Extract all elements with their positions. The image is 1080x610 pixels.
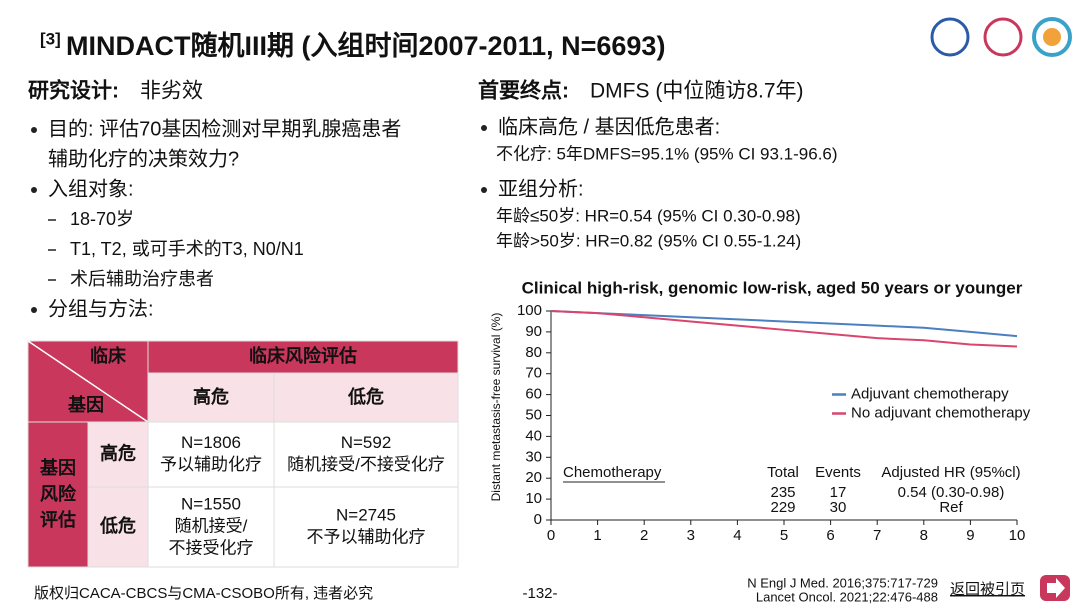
risk-header: Events bbox=[815, 464, 861, 481]
title-ref: [3] bbox=[40, 29, 61, 48]
table-cell-text: N=1550 bbox=[181, 494, 241, 513]
table-cell-text: N=2745 bbox=[336, 505, 396, 524]
col-header: 低危 bbox=[347, 386, 384, 407]
title: MINDACT随机III期 (入组时间2007-2011, N=6693) bbox=[66, 30, 665, 61]
risk-header: Total bbox=[767, 464, 799, 481]
y-tick-label: 70 bbox=[525, 365, 542, 382]
x-tick-label: 9 bbox=[966, 527, 974, 544]
table-cell bbox=[273, 486, 459, 568]
table-cell bbox=[87, 421, 149, 488]
table-cell bbox=[27, 421, 89, 568]
sub-text: T1, T2, 或可手术的T3, N0/N1 bbox=[70, 239, 304, 259]
y-tick-label: 100 bbox=[517, 302, 542, 319]
col-group: 临床风险评估 bbox=[249, 345, 357, 366]
bullet-text: 亚组分析: bbox=[498, 177, 584, 200]
bullet bbox=[31, 307, 37, 313]
bullet-text: 辅助化疗的决策效力? bbox=[48, 147, 239, 170]
x-tick-label: 1 bbox=[593, 527, 601, 544]
back-link[interactable]: 返回被引页 bbox=[950, 581, 1025, 598]
chart-title: Clinical high-risk, genomic low-risk, ag… bbox=[522, 278, 1023, 297]
table-cell-text: 不予以辅助化疗 bbox=[307, 527, 426, 546]
bullet-text: 临床高危 / 基因低危患者: bbox=[498, 115, 720, 138]
sub-text: 18-70岁 bbox=[70, 209, 134, 229]
row-group: 风险 bbox=[40, 483, 77, 504]
sub-text: 不化疗: 5年DMFS=95.1% (95% CI 93.1-96.6) bbox=[496, 144, 838, 163]
corner-diagonal bbox=[27, 340, 149, 423]
logo bbox=[930, 17, 970, 57]
risk-cell: 235 bbox=[770, 484, 795, 501]
y-tick-label: 90 bbox=[525, 323, 542, 340]
logo bbox=[1043, 28, 1061, 46]
y-tick-label: 30 bbox=[525, 448, 542, 465]
copyright: 版权归CACA-CBCS与CMA-CSOBO所有, 违者必究 bbox=[34, 585, 373, 602]
sub-text: 术后辅助治疗患者 bbox=[70, 269, 214, 289]
corner-bottom: 基因 bbox=[67, 394, 104, 415]
table-cell bbox=[87, 486, 149, 568]
x-tick-label: 5 bbox=[780, 527, 788, 544]
page-number: -132- bbox=[522, 585, 557, 602]
logo bbox=[983, 17, 1023, 57]
y-tick-label: 50 bbox=[525, 406, 542, 423]
table-cell bbox=[273, 421, 459, 488]
risk-cell: 229 bbox=[770, 499, 795, 516]
corner-top: 临床 bbox=[90, 345, 127, 366]
bullet-text: 分组与方法: bbox=[48, 297, 154, 320]
y-tick-label: 80 bbox=[525, 344, 542, 361]
row-header: 低危 bbox=[99, 515, 136, 536]
table-cell-text: N=592 bbox=[341, 433, 392, 452]
col-header: 高危 bbox=[193, 386, 229, 407]
x-tick-label: 7 bbox=[873, 527, 881, 544]
table-cell-text: 予以辅助化疗 bbox=[160, 455, 262, 474]
risk-header: Adjusted HR (95%cl) bbox=[881, 464, 1020, 481]
design-value: 非劣效 bbox=[140, 80, 203, 103]
x-tick-label: 2 bbox=[640, 527, 648, 544]
table-cell bbox=[147, 421, 275, 488]
risk-cell: 0.54 (0.30-0.98) bbox=[898, 484, 1005, 501]
risk-cell: 30 bbox=[830, 499, 847, 516]
table-cell-text: 随机接受/不接受化疗 bbox=[287, 455, 445, 474]
legend-label: Adjuvant chemotherapy bbox=[851, 385, 1009, 402]
reference: Lancet Oncol. 2021;22:476-488 bbox=[756, 589, 938, 604]
survival-curve bbox=[550, 310, 1018, 338]
risk-header: Chemotherapy bbox=[563, 464, 662, 481]
reference: N Engl J Med. 2016;375:717-729 bbox=[747, 575, 938, 590]
endpoint-label: 首要终点: bbox=[478, 79, 569, 103]
bullet bbox=[31, 127, 37, 133]
risk-cell: 17 bbox=[830, 484, 847, 501]
y-tick-label: 10 bbox=[525, 490, 542, 507]
back-arrow[interactable] bbox=[1047, 578, 1065, 598]
y-tick-label: 20 bbox=[525, 469, 542, 486]
risk-cell: Ref bbox=[939, 499, 963, 516]
y-tick-label: 40 bbox=[525, 427, 542, 444]
row-header: 高危 bbox=[100, 442, 136, 463]
survival-curve bbox=[550, 310, 1018, 348]
row-group: 基因 bbox=[39, 457, 76, 478]
bullet bbox=[481, 125, 487, 131]
logos bbox=[930, 17, 1072, 57]
bullet bbox=[31, 187, 37, 193]
x-tick-label: 4 bbox=[733, 527, 741, 544]
row-group: 评估 bbox=[40, 509, 76, 530]
sub-text: 年龄≤50岁: HR=0.54 (95% CI 0.30-0.98) bbox=[496, 206, 801, 225]
bullet bbox=[481, 187, 487, 193]
x-tick-label: 0 bbox=[547, 527, 555, 544]
table-cell-text: 随机接受/ bbox=[175, 516, 248, 535]
design-label: 研究设计: bbox=[28, 79, 119, 103]
table-cell-text: 不接受化疗 bbox=[169, 538, 254, 557]
x-tick-label: 10 bbox=[1009, 527, 1026, 544]
legend-label: No adjuvant chemotherapy bbox=[851, 404, 1031, 421]
bullet-text: 目的: 评估70基因检测对早期乳腺癌患者 bbox=[48, 117, 401, 140]
x-tick-label: 8 bbox=[920, 527, 928, 544]
y-tick-label: 0 bbox=[534, 511, 542, 528]
sub-text: 年龄>50岁: HR=0.82 (95% CI 0.55-1.24) bbox=[496, 231, 801, 250]
bullet-text: 入组对象: bbox=[48, 177, 134, 200]
endpoint-value: DMFS (中位随访8.7年) bbox=[590, 80, 804, 103]
x-tick-label: 6 bbox=[826, 527, 834, 544]
table-cell bbox=[147, 486, 275, 568]
y-tick-label: 60 bbox=[525, 386, 542, 403]
x-tick-label: 3 bbox=[687, 527, 695, 544]
y-axis-label: Distant metastasis-free survival (%) bbox=[489, 313, 503, 502]
table-cell-text: N=1806 bbox=[181, 433, 241, 452]
